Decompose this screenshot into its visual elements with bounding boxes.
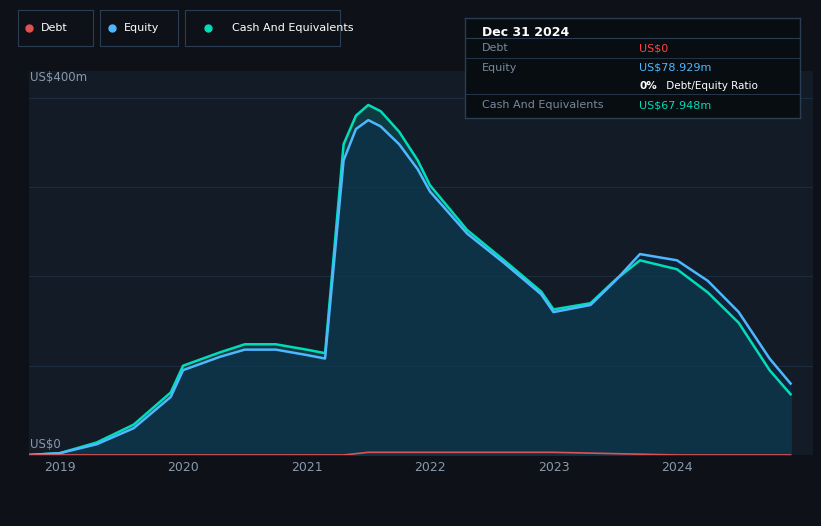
Text: Debt: Debt xyxy=(482,43,508,53)
Text: US$78.929m: US$78.929m xyxy=(640,63,712,73)
Text: 0%: 0% xyxy=(640,81,657,91)
Text: US$400m: US$400m xyxy=(30,71,87,84)
Text: Debt/Equity Ratio: Debt/Equity Ratio xyxy=(663,81,758,91)
Text: Dec 31 2024: Dec 31 2024 xyxy=(482,26,569,39)
Text: Equity: Equity xyxy=(482,63,517,73)
Text: Cash And Equivalents: Cash And Equivalents xyxy=(232,23,353,33)
Text: Cash And Equivalents: Cash And Equivalents xyxy=(482,100,603,110)
Text: US$0: US$0 xyxy=(30,438,61,451)
Text: US$67.948m: US$67.948m xyxy=(640,100,712,110)
Text: US$0: US$0 xyxy=(640,43,668,53)
Text: Equity: Equity xyxy=(123,23,158,33)
Text: Debt: Debt xyxy=(40,23,67,33)
